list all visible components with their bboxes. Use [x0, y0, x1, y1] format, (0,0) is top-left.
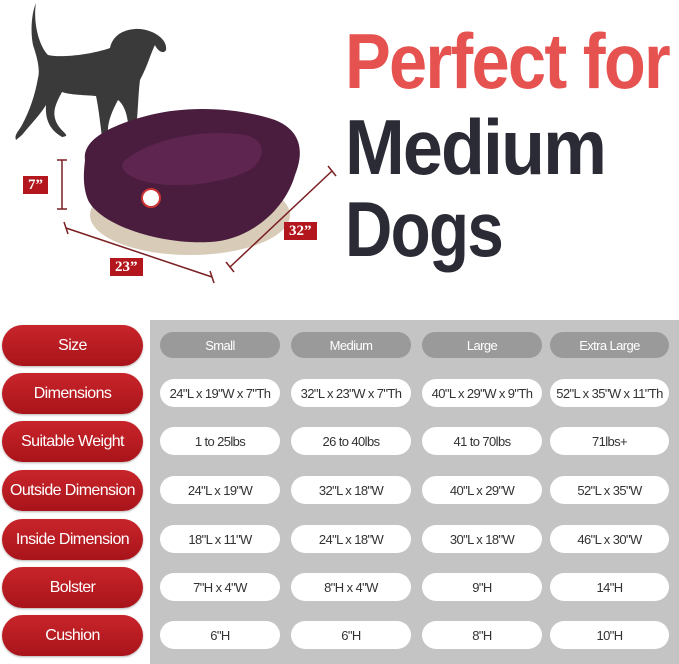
- table-cell: 52"L x 35"W x 11"Th: [550, 379, 669, 407]
- table-cell: 71lbs+: [550, 427, 669, 455]
- row-label: Dimensions: [2, 373, 143, 414]
- brand-logo: [141, 188, 161, 208]
- table-cell: 7"H x 4"W: [160, 573, 280, 601]
- row-label: Outside Dimension: [2, 470, 143, 511]
- table-cell: 6"H: [160, 621, 280, 649]
- headline-line-3: Dogs: [345, 185, 504, 273]
- table-cell: 1 to 25lbs: [160, 427, 280, 455]
- table-cell: 9"H: [422, 573, 542, 601]
- dog-silhouette-icon: [15, 3, 167, 140]
- headline-line-2: Medium: [345, 103, 607, 191]
- table-cell: 40"L x 29"W x 9"Th: [422, 379, 542, 407]
- table-cell: 6"H: [291, 621, 411, 649]
- length-label: 32”: [284, 222, 317, 240]
- dog-and-bed-illustration: [15, 3, 337, 284]
- headline-line-1: Perfect for: [345, 17, 671, 105]
- row-label: Inside Dimension: [2, 519, 143, 560]
- table-cell: 32"L x 23"W x 7"Th: [291, 379, 411, 407]
- bed-cushion: [122, 132, 262, 186]
- table-cell: 30"L x 18"W: [422, 525, 542, 553]
- table-cell: 46"L x 30"W: [550, 525, 669, 553]
- row-label: Suitable Weight: [2, 421, 143, 462]
- table-cell: 10"H: [550, 621, 669, 649]
- table-cell: 8"H x 4"W: [291, 573, 411, 601]
- row-label: Bolster: [2, 567, 143, 608]
- hero: 7” 23” 32” Perfect for Medium Dogs: [0, 0, 679, 300]
- table-cell: 40"L x 29"W: [422, 476, 542, 504]
- size-header: Extra Large: [550, 332, 669, 358]
- table-cell: 41 to 70lbs: [422, 427, 542, 455]
- size-header: Medium: [291, 332, 411, 358]
- table-cell: 14"H: [550, 573, 669, 601]
- row-label: Cushion: [2, 615, 143, 656]
- table-cell: 8"H: [422, 621, 542, 649]
- table-cell: 18"L x 11"W: [160, 525, 280, 553]
- table-cell: 24"L x 19"W x 7"Th: [160, 379, 280, 407]
- table-cell: 26 to 40lbs: [291, 427, 411, 455]
- size-header: Small: [160, 332, 280, 358]
- table-cell: 24"L x 19"W: [160, 476, 280, 504]
- table-cell: 32"L x 18"W: [291, 476, 411, 504]
- size-header: Large: [422, 332, 542, 358]
- row-label: Size: [2, 325, 143, 366]
- width-label: 23”: [110, 258, 143, 276]
- table-cell: 24"L x 18"W: [291, 525, 411, 553]
- table-cell: 52"L x 35"W: [550, 476, 669, 504]
- height-label: 7”: [23, 176, 48, 194]
- dimension-lines: [57, 159, 337, 284]
